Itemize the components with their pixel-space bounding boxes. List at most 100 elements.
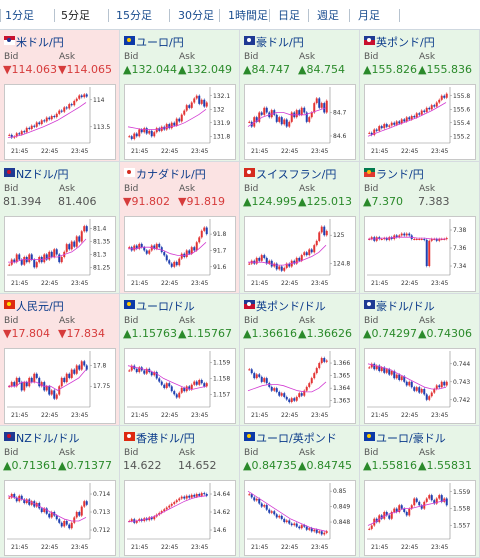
- pair-name-link[interactable]: NZドル/円: [16, 168, 69, 181]
- price-chart[interactable]: 91.8 91.7 91.6 21:45 22:45 23:45: [124, 216, 236, 292]
- x-tick-label: 23:45: [431, 148, 448, 155]
- price-chart[interactable]: 0.714 0.713 0.712 21:45 22:45 23:45: [4, 480, 116, 556]
- candle-body: [280, 393, 283, 396]
- candle-body: [443, 381, 446, 386]
- pair-card[interactable]: ランド/円 Bid Ask ▲7.370 7.383 7.38 7.36 7.34 21:45 2…: [360, 162, 480, 294]
- candle-body: [438, 99, 441, 103]
- pair-card[interactable]: 英ポンド/円 Bid Ask ▲155.826 ▲155.836 155.8 155.6 15…: [360, 30, 480, 162]
- candle-body: [258, 374, 261, 377]
- candle-body: [310, 249, 313, 253]
- candle-body: [308, 383, 311, 387]
- candle-body: [308, 528, 311, 530]
- candle-body: [398, 235, 401, 238]
- candle-body: [70, 369, 73, 378]
- price-chart[interactable]: 0.85 0.849 0.848 21:45 22:45 23:45: [244, 480, 356, 556]
- timeframe-tab-1[interactable]: 5分足: [61, 9, 90, 22]
- ask-price: 1.15767: [186, 327, 232, 340]
- price-chart[interactable]: 1.159 1.158 1.157 21:45 22:45 23:45: [124, 348, 236, 424]
- price-chart[interactable]: 132.1 132 131.9 131.8 21:45 22:45 23:45: [124, 84, 236, 160]
- pair-card[interactable]: 豪ドル/ドル Bid Ask ▲0.74297 ▲0.74306 0.744 0.743 0.…: [360, 294, 480, 426]
- candle-body: [443, 498, 446, 502]
- y-tick-label: 1.159: [213, 360, 230, 367]
- pair-name-link[interactable]: NZドル/ドル: [16, 432, 80, 445]
- pair-name-link[interactable]: 豪ドル/ドル: [376, 300, 435, 313]
- price-chart[interactable]: 17.8 17.75 21:45 22:45 23:45: [4, 348, 116, 424]
- pair-name-link[interactable]: 香港ドル/円: [136, 432, 195, 445]
- ask-price: 81.406: [58, 195, 97, 208]
- timeframe-tab-bar: 1分足 5分足 15分足 30分足 1時間足 日足 週足 月足: [0, 0, 480, 30]
- timeframe-tab-7[interactable]: 月足: [358, 9, 380, 22]
- candle-body: [248, 494, 251, 496]
- price-chart[interactable]: 81.4 81.35 81.3 81.25 21:45 22:45 23:45: [4, 216, 116, 292]
- candle-body: [400, 119, 403, 124]
- candle-body: [148, 130, 151, 134]
- price-chart[interactable]: 155.8 155.6 155.4 155.2 21:45 22:45 23:45: [364, 84, 476, 160]
- moving-average-line: [247, 490, 327, 532]
- pair-name-link[interactable]: ユーロ/円: [136, 36, 184, 49]
- price-chart[interactable]: 1.366 1.365 1.364 1.363 21:45 22:45 23:45: [244, 348, 356, 424]
- pair-name-link[interactable]: スイスフラン/円: [256, 168, 337, 181]
- pair-name-link[interactable]: カナダドル/円: [136, 168, 206, 181]
- pair-name-link[interactable]: ユーロ/ドル: [136, 300, 195, 313]
- pair-name-link[interactable]: 豪ドル/円: [256, 36, 304, 49]
- price-chart[interactable]: 0.744 0.743 0.742 21:45 22:45 23:45: [364, 348, 476, 424]
- price-chart[interactable]: 84.7 84.6 21:45 22:45 23:45: [244, 84, 356, 160]
- candle-body: [58, 254, 61, 263]
- price-chart[interactable]: 7.38 7.36 7.34 21:45 22:45 23:45: [364, 216, 476, 292]
- timeframe-tab-0[interactable]: 1分足: [5, 9, 34, 22]
- pair-card[interactable]: 香港ドル/円 Bid Ask 14.622 14.652 14.64 14.62 14.6 21…: [120, 426, 240, 558]
- pair-card[interactable]: 豪ドル/円 Bid Ask ▲84.747 ▲84.754 84.7 84.6 21:45 22…: [240, 30, 360, 162]
- pair-name-link[interactable]: ランド/円: [376, 168, 424, 181]
- pair-card[interactable]: ユーロ/ドル Bid Ask ▲1.15763 ▲1.15767 1.159 1.158 1.…: [120, 294, 240, 426]
- candle-body: [50, 512, 53, 518]
- candle-body: [198, 380, 201, 385]
- timeframe-tab-3[interactable]: 30分足: [178, 9, 214, 22]
- timeframe-tab-4[interactable]: 1時間足: [228, 9, 268, 22]
- pair-name-link[interactable]: 人民元/円: [16, 300, 64, 313]
- candle-body: [15, 133, 18, 137]
- pair-name-link[interactable]: 英ポンド/円: [376, 36, 435, 49]
- candle-body: [323, 358, 326, 362]
- candle-body: [435, 385, 438, 389]
- pair-card[interactable]: ユーロ/英ポンド Bid Ask ▲0.84735 ▲0.84745 0.85 0.849 0…: [240, 426, 360, 558]
- pair-name-link[interactable]: 英ポンド/ドル: [256, 300, 326, 313]
- x-tick-label: 21:45: [251, 544, 268, 551]
- candle-body: [8, 386, 11, 388]
- pair-name-link[interactable]: ユーロ/豪ドル: [376, 432, 446, 445]
- candle-body: [423, 110, 426, 112]
- price-chart[interactable]: 1.559 1.558 1.557 21:45 22:45 23:45: [364, 480, 476, 556]
- candle-body: [408, 117, 411, 120]
- candle-body: [383, 367, 386, 373]
- pair-card[interactable]: NZドル/ドル Bid Ask ▲0.71361 ▲0.71377 0.714 0.713 0…: [0, 426, 120, 558]
- price-chart[interactable]: 14.64 14.62 14.6 21:45 22:45 23:45: [124, 480, 236, 556]
- pair-card[interactable]: カナダドル/円 Bid Ask ▼91.802 ▼91.819 91.8 91.7 91.6 2…: [120, 162, 240, 294]
- pair-card[interactable]: 米ドル/円 Bid Ask ▼114.063 ▼114.065 114 113.5 21:45…: [0, 30, 120, 162]
- timeframe-tab-2[interactable]: 15分足: [116, 9, 152, 22]
- y-tick-label: 84.7: [333, 109, 347, 116]
- pair-card[interactable]: スイスフラン/円 Bid Ask ▲124.995 ▲125.013 125 124.8 21…: [240, 162, 360, 294]
- moving-average-line: [247, 107, 327, 127]
- bid-arrow-icon: ▲: [123, 327, 132, 340]
- pair-card[interactable]: 英ポンド/ドル Bid Ask ▲1.36616 ▲1.36626 1.366 1.365 1…: [240, 294, 360, 426]
- candle-body: [380, 367, 383, 371]
- candle-body: [405, 512, 408, 516]
- candle-body: [255, 257, 258, 264]
- pair-name-link[interactable]: ユーロ/英ポンド: [256, 432, 337, 445]
- candle-body: [260, 255, 263, 261]
- timeframe-tab-5[interactable]: 日足: [278, 9, 300, 22]
- tab-separator: [54, 9, 55, 22]
- pair-card[interactable]: 人民元/円 Bid Ask ▼17.804 ▼17.834 17.8 17.75 21:45 2…: [0, 294, 120, 426]
- pair-card[interactable]: ユーロ/円 Bid Ask ▲132.044 ▲132.049 132.1 132 131.9…: [120, 30, 240, 162]
- bid-arrow-icon: ▲: [363, 195, 372, 208]
- candle-body: [313, 373, 316, 379]
- price-chart[interactable]: 125 124.8 21:45 22:45 23:45: [244, 216, 356, 292]
- timeframe-tab-6[interactable]: 週足: [317, 9, 339, 22]
- bid-value: ▲1.36616: [243, 327, 297, 340]
- ask-label: Ask: [179, 448, 196, 458]
- candle-body: [28, 499, 31, 505]
- pair-card[interactable]: NZドル/円 Bid Ask 81.394 81.406 81.4 81.35 81.3 81.…: [0, 162, 120, 294]
- price-chart[interactable]: 114 113.5 21:45 22:45 23:45: [4, 84, 116, 160]
- pair-card[interactable]: ユーロ/豪ドル Bid Ask ▲1.55816 ▲1.55831 1.559 1.558 1…: [360, 426, 480, 558]
- pair-name-link[interactable]: 米ドル/円: [16, 36, 64, 49]
- moving-average-line: [367, 363, 447, 390]
